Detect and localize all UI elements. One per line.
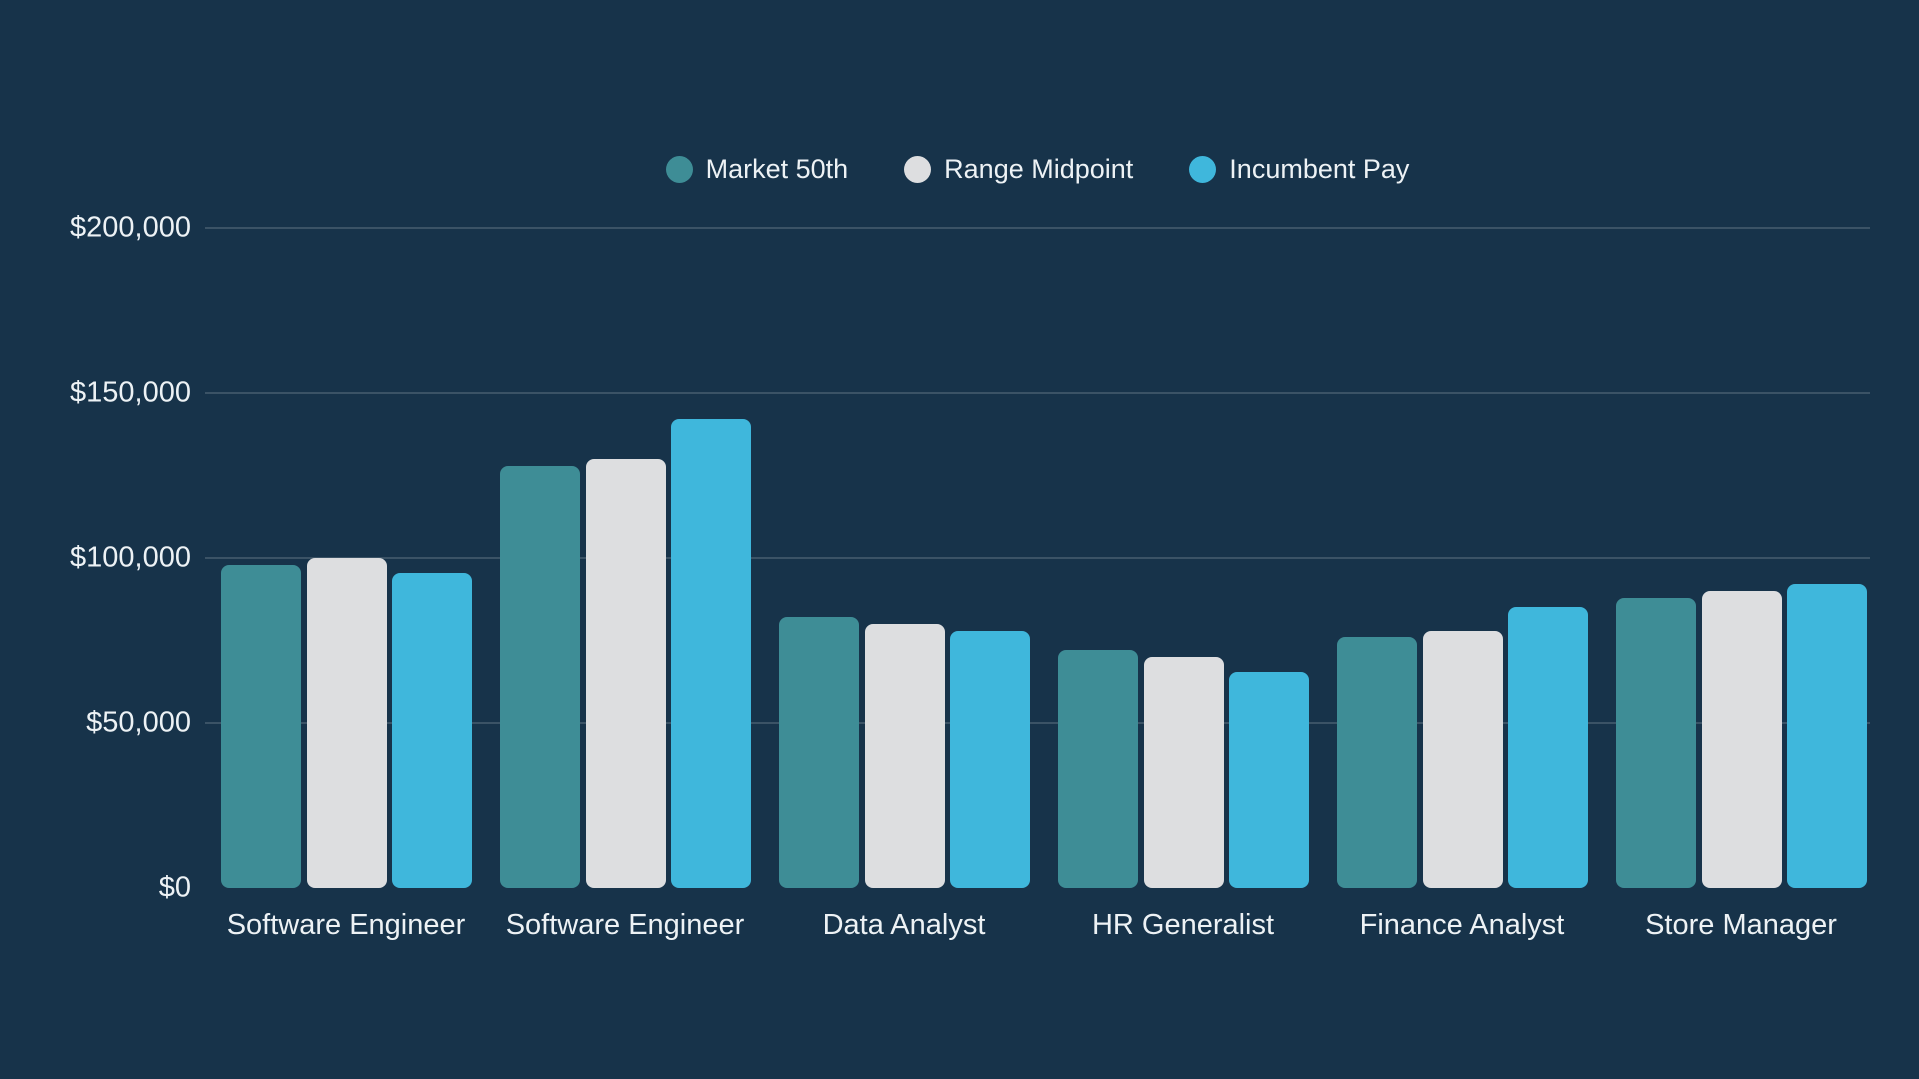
bar[interactable]: [671, 419, 751, 888]
bar[interactable]: [1616, 598, 1696, 888]
bar[interactable]: [1508, 607, 1588, 888]
bar[interactable]: [1422, 631, 1503, 888]
legend-swatch-circle-icon: [665, 156, 693, 183]
bar[interactable]: [1701, 591, 1782, 888]
legend: Market 50th Range Midpoint Incumbent Pay: [205, 156, 1870, 183]
legend-item[interactable]: Range Midpoint: [904, 156, 1133, 183]
legend-label: Incumbent Pay: [1229, 154, 1410, 184]
plot-area: $0 $50,000 $100,000 $150,000 $200,000 Softwar…: [70, 213, 1870, 940]
y-axis-tick-label: $100,000: [70, 541, 191, 574]
bar[interactable]: [1229, 672, 1309, 888]
x-axis-category-label: Finance Analyst: [1359, 909, 1565, 941]
bar[interactable]: [779, 617, 859, 888]
bar[interactable]: [864, 624, 945, 888]
legend-item[interactable]: Market 50th: [665, 154, 849, 184]
gridline: [205, 722, 1870, 724]
y-axis-tick-label: $150,000: [70, 376, 191, 409]
bar[interactable]: [392, 573, 472, 888]
x-axis-category-label: HR Generalist: [1091, 909, 1275, 941]
bar[interactable]: [1058, 650, 1138, 888]
bar[interactable]: [306, 558, 387, 888]
y-axis-tick-label: $0: [158, 871, 191, 904]
gridline: [205, 392, 1870, 394]
legend-swatch-circle-icon: [904, 156, 932, 183]
bar[interactable]: [585, 459, 666, 888]
gridline: [205, 557, 1870, 559]
x-axis-category-label: Software Engineer: [505, 909, 745, 941]
x-axis-category-label: Data Analyst: [822, 909, 986, 941]
bar[interactable]: [1143, 657, 1224, 888]
bar[interactable]: [1787, 584, 1867, 888]
legend-label: Range Midpoint: [944, 154, 1134, 184]
x-axis-category-label: Software Engineer: [226, 909, 466, 941]
bar[interactable]: [221, 565, 301, 888]
legend-item[interactable]: Incumbent Pay: [1189, 156, 1409, 183]
y-axis-tick-label: $50,000: [86, 706, 191, 739]
x-axis-category-label: Store Manager: [1645, 909, 1837, 941]
legend-swatch-circle-icon: [1189, 156, 1217, 183]
bar[interactable]: [950, 631, 1030, 888]
bar[interactable]: [1337, 637, 1417, 888]
legend-label: Market 50th: [705, 154, 849, 184]
y-axis-tick-label: $200,000: [70, 211, 191, 244]
gridline: [205, 227, 1870, 229]
bar[interactable]: [500, 466, 580, 888]
